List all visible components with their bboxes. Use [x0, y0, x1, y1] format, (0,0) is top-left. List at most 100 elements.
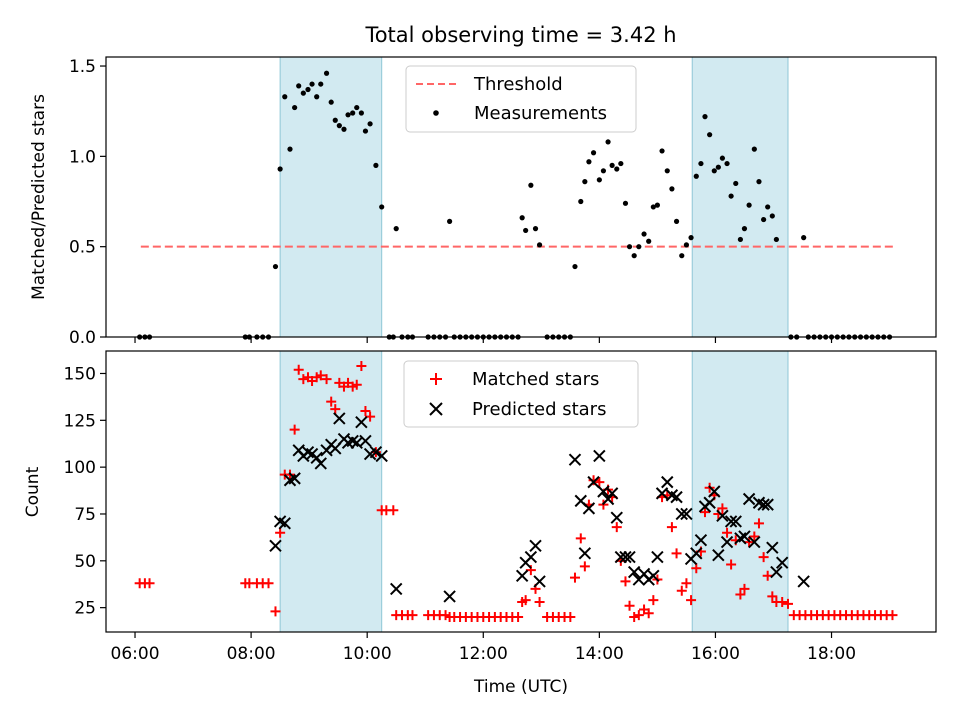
- measurement-point: [702, 114, 708, 120]
- measurement-point: [350, 110, 356, 116]
- top-y-axis-label: Matched/Predicted stars: [29, 94, 49, 300]
- matched-star-point: [520, 595, 531, 606]
- measurement-point: [715, 164, 721, 170]
- y-tick-label: 125: [64, 411, 96, 431]
- measurement-point: [379, 204, 385, 210]
- predicted-star-point: [680, 507, 693, 521]
- measurement-point: [641, 231, 647, 237]
- measurement-point: [669, 186, 675, 192]
- matched-star-point: [643, 608, 654, 619]
- measurement-point: [664, 168, 670, 174]
- measurement-point: [362, 128, 369, 134]
- top-legend: Threshold Measurements: [405, 65, 637, 133]
- measurement-point: [328, 99, 334, 105]
- shaded-interval-1: [691, 350, 789, 633]
- y-tick-label: 100: [64, 458, 96, 478]
- bottom-legend: Matched stars Predicted stars: [403, 360, 639, 428]
- measurement-point: [447, 218, 453, 224]
- legend-predicted-swatch: [429, 402, 443, 416]
- predicted-star-point: [647, 569, 660, 583]
- matched-star-point: [513, 612, 524, 623]
- predicted-star-point: [770, 565, 783, 579]
- predicted-star-point: [661, 475, 674, 489]
- predicted-star-point: [333, 412, 346, 425]
- measurement-point: [519, 215, 525, 221]
- x-tick-label: 18:00: [807, 644, 856, 664]
- predicted-star-point: [675, 507, 688, 521]
- measurement-point: [272, 263, 279, 270]
- predicted-star-point: [533, 575, 546, 588]
- measurement-point: [305, 86, 311, 93]
- predicted-star-point: [775, 556, 789, 569]
- predicted-star-point: [716, 509, 729, 523]
- matched-star-point: [263, 578, 274, 589]
- measurement-point: [358, 110, 364, 116]
- measurement-point: [590, 150, 597, 156]
- predicted-star-point: [568, 453, 582, 466]
- measurement-point: [728, 193, 734, 199]
- top-y-ticks: 0.0 0.5 1.0 1.5: [69, 57, 106, 348]
- matched-star-point: [767, 591, 778, 602]
- predicted-star-point: [310, 451, 323, 464]
- matched-star-point: [777, 597, 788, 608]
- matched-star-point: [388, 505, 399, 516]
- measurement-point: [536, 242, 543, 248]
- measurement-point: [586, 159, 592, 165]
- y-tick-label: 0.0: [69, 328, 96, 348]
- top-x-ticks: [134, 337, 833, 343]
- legend-threshold-label: Threshold: [473, 74, 563, 95]
- measurement-point: [341, 126, 347, 132]
- count-points: [134, 360, 898, 623]
- predicted-star-point: [593, 449, 606, 463]
- measurement-point: [761, 216, 767, 223]
- predicted-star-point: [601, 492, 615, 506]
- matched-star-point: [735, 589, 746, 600]
- predicted-star-point: [623, 550, 636, 564]
- measurement-point: [659, 148, 665, 154]
- measurement-point: [318, 81, 324, 87]
- x-tick-label: 16:00: [691, 644, 740, 664]
- measurement-point: [532, 226, 539, 232]
- predicted-star-point: [278, 517, 291, 530]
- matched-star-point: [686, 595, 697, 606]
- measurement-point: [373, 162, 379, 168]
- y-tick-label: 1.0: [69, 147, 96, 167]
- matched-star-point: [321, 374, 332, 385]
- predicted-star-point: [742, 492, 756, 506]
- matched-star-point: [758, 552, 769, 563]
- predicted-star-point: [729, 515, 742, 528]
- predicted-star-point: [724, 515, 738, 528]
- predicted-star-point: [582, 502, 596, 515]
- measurement-point: [636, 244, 642, 250]
- matched-star-point: [315, 370, 326, 381]
- predicted-star-point: [627, 565, 641, 579]
- shaded-interval-1: [691, 56, 789, 338]
- matched-star-point: [681, 578, 692, 589]
- matched-star-point: [633, 610, 644, 621]
- matched-star-point: [289, 424, 300, 435]
- y-tick-label: 0.5: [69, 238, 96, 258]
- bottom-x-axis-label: Time (UTC): [473, 677, 568, 697]
- predicted-star-point: [314, 457, 327, 470]
- predicted-star-point: [288, 472, 301, 485]
- measurement-point: [626, 244, 633, 250]
- predicted-star-point: [619, 550, 632, 564]
- measurement-point: [609, 162, 615, 168]
- y-tick-label: 1.5: [69, 57, 96, 77]
- matched-star-point: [579, 561, 590, 572]
- measurement-point: [572, 263, 578, 270]
- measurement-point: [646, 238, 652, 244]
- predicted-star-point: [655, 487, 669, 500]
- legend-matched-swatch: [430, 373, 442, 385]
- x-tick-label: 10:00: [343, 644, 392, 664]
- predicted-star-point: [712, 548, 725, 562]
- matched-star-point: [753, 518, 764, 529]
- measurement-point: [698, 160, 704, 167]
- measurement-point: [596, 177, 602, 183]
- x-tick-label: 14:00: [575, 644, 624, 664]
- matched-star-point: [739, 583, 750, 594]
- y-tick-label: 25: [74, 599, 96, 619]
- measurement-point: [693, 173, 699, 179]
- matched-star-point: [594, 477, 605, 488]
- matched-star-point: [360, 405, 371, 416]
